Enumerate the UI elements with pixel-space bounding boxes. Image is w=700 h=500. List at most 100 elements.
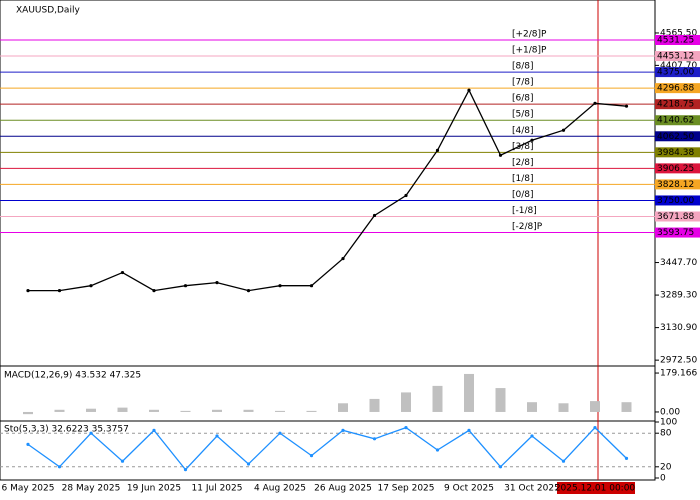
point	[341, 428, 345, 432]
x-tick-label: 11 Jul 2025	[192, 484, 243, 494]
murrey-label: [+2/8]P	[512, 29, 547, 39]
macd-bar	[243, 409, 254, 412]
x-tick-label: 2025.12.01 00:00	[555, 484, 636, 494]
price-box-label: 4375.00	[657, 68, 694, 78]
y-tick-label: 2972.50	[660, 356, 697, 366]
price-box	[655, 99, 700, 110]
point	[278, 284, 282, 288]
price-box-label: 4062.50	[657, 132, 694, 142]
price-box	[655, 227, 700, 238]
x-tick-label: 26 Aug 2025	[314, 484, 372, 494]
macd-bar	[401, 392, 411, 412]
point	[498, 153, 503, 157]
point	[530, 434, 534, 438]
macd-title: MACD(12,26,9) 43.532 47.325	[4, 371, 141, 381]
x-tick-label: 19 Jun 2025	[127, 484, 181, 494]
price-box	[655, 51, 700, 62]
sto-title: Sto(5,3,3) 32.6223 35.3757	[4, 425, 129, 435]
x-tick-label: 31 Oct 2025	[504, 484, 560, 494]
murrey-label: [1/8]	[512, 174, 534, 184]
series-line	[28, 88, 627, 292]
point	[278, 431, 282, 435]
point	[183, 284, 188, 288]
point	[372, 213, 377, 218]
macd-bar	[558, 403, 569, 412]
point	[26, 442, 30, 446]
price-box-label: 4531.25	[657, 35, 694, 45]
murrey-label: [-2/8]P	[512, 222, 543, 232]
price-box-label: 3750.00	[657, 196, 694, 206]
point	[246, 462, 251, 466]
x-tick-label: 6 May 2025	[2, 484, 55, 494]
price-box-label: 3671.88	[657, 212, 694, 222]
macd-bar	[180, 410, 191, 412]
price-box-label: 3984.38	[657, 148, 694, 158]
point	[341, 256, 345, 261]
price-box-label: 4140.62	[657, 116, 694, 126]
point	[624, 104, 629, 108]
murrey-label: [6/8]	[512, 94, 534, 104]
point	[624, 456, 629, 460]
point	[530, 138, 534, 142]
macd-bar	[369, 398, 380, 412]
point	[593, 101, 597, 105]
murrey-label: [+1/8]P	[512, 46, 547, 56]
macd-bar	[149, 409, 159, 412]
macd-bar	[527, 402, 537, 412]
murrey-label: [-1/8]	[512, 206, 537, 216]
y-tick-label: 4407.70	[660, 61, 697, 71]
price-box-label: 4453.12	[657, 52, 694, 62]
price-box	[655, 211, 700, 222]
macd-bar	[464, 373, 474, 412]
point	[404, 426, 408, 430]
point	[89, 284, 93, 288]
murrey-label: [0/8]	[512, 190, 534, 200]
price-box	[655, 131, 700, 142]
point	[561, 459, 566, 463]
y-tick-label: 3447.70	[660, 258, 697, 268]
point	[120, 459, 125, 463]
point	[152, 428, 156, 432]
macd-bar	[495, 388, 506, 412]
price-box-label: 4218.75	[657, 100, 694, 110]
x-tick-label: 28 May 2025	[62, 484, 121, 494]
macd-bar	[117, 407, 128, 412]
point	[467, 428, 471, 432]
price-box	[655, 163, 700, 174]
chart-title: XAUUSD,Daily	[16, 6, 80, 16]
y-tick-label: 80	[660, 429, 672, 439]
y-tick-label: 4565.50	[660, 28, 697, 38]
macd-bar	[432, 385, 443, 412]
y-tick-label: 3289.30	[660, 291, 697, 301]
point	[120, 270, 125, 275]
point	[309, 284, 314, 288]
y-tick-label: 179.166	[660, 369, 697, 379]
macd-bar	[621, 402, 632, 412]
point	[246, 289, 251, 293]
y-tick-label: 100	[660, 418, 677, 428]
point	[152, 289, 156, 293]
plot-frame	[0, 0, 656, 481]
point	[89, 431, 93, 435]
point	[561, 128, 566, 132]
y-tick-label: 0	[660, 474, 666, 484]
y-tick-label: 3130.90	[660, 323, 697, 333]
point	[57, 465, 62, 469]
price-box	[655, 115, 700, 126]
y-tick-label: 20	[660, 462, 672, 472]
macd-bar	[54, 409, 65, 412]
macd-bar	[590, 401, 600, 412]
point	[57, 289, 62, 293]
point	[215, 281, 219, 285]
price-box	[655, 67, 700, 78]
macd-bar	[212, 409, 222, 412]
price-box	[655, 179, 700, 190]
price-box-label: 3593.75	[657, 228, 694, 238]
x-tick-label: 4 Aug 2025	[254, 484, 306, 494]
price-box-label: 4296.88	[657, 84, 694, 94]
point	[215, 434, 219, 438]
price-box	[655, 147, 700, 158]
x-tick-label: 9 Oct 2025	[444, 484, 494, 494]
murrey-label: [3/8]	[512, 142, 534, 152]
